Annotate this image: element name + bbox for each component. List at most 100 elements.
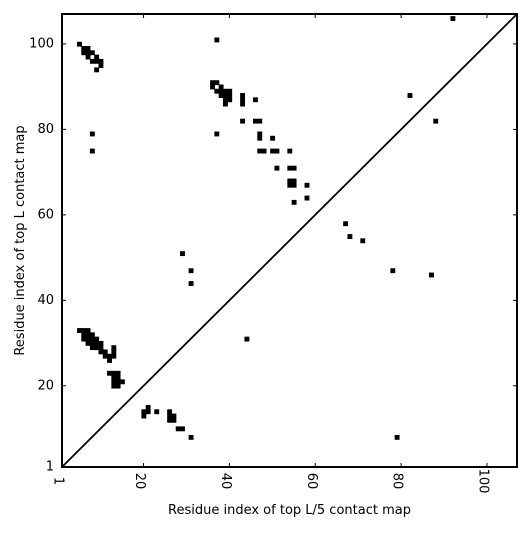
contact-point [77, 41, 82, 47]
contact-point [85, 332, 91, 338]
y-axis-label: Residue index of top L contact map [13, 125, 28, 355]
contact-point [291, 182, 297, 188]
contact-point [343, 221, 349, 227]
x-axis-label: Residue index of top L/5 contact map [168, 503, 411, 518]
contact-point [81, 336, 87, 342]
contact-point [180, 426, 185, 432]
contact-point [81, 328, 87, 333]
contact-point [450, 16, 456, 22]
contact-point [214, 88, 220, 94]
contact-point [218, 88, 224, 94]
contact-point [240, 101, 246, 107]
contact-point [111, 379, 117, 385]
contact-point [111, 345, 117, 351]
contact-point [167, 413, 173, 419]
contact-point [85, 54, 91, 60]
contact-point [291, 199, 297, 205]
x-tick-label: 1 [51, 477, 66, 485]
contact-point [94, 54, 100, 60]
contact-point [98, 340, 104, 346]
contact-point [304, 195, 310, 201]
contact-point [227, 93, 233, 98]
contact-point [240, 93, 246, 98]
x-tick-label: 20 [132, 473, 147, 490]
contact-point [210, 84, 215, 90]
y-tick-label: 60 [37, 207, 54, 222]
contact-point [257, 148, 263, 154]
contact-point [89, 58, 95, 64]
contact-point [218, 84, 224, 90]
contact-point [257, 135, 263, 141]
contact-point [98, 63, 104, 69]
contact-point [214, 131, 220, 137]
contact-point [115, 383, 121, 389]
diagonal-line [61, 13, 518, 468]
contact-point [111, 370, 117, 376]
x-tick-label: 100 [475, 469, 490, 494]
contact-point [115, 370, 121, 376]
contact-point [394, 434, 400, 440]
contact-point [188, 281, 194, 286]
contact-point [154, 409, 160, 415]
y-tick-label: 20 [37, 378, 54, 393]
contact-point [115, 375, 121, 380]
contact-point [433, 118, 439, 124]
contact-point [210, 80, 215, 86]
contact-point [171, 417, 177, 423]
contact-point [188, 434, 194, 440]
contact-point [107, 353, 112, 359]
y-tick-label: 40 [37, 293, 54, 308]
contact-point [94, 336, 100, 342]
contact-point [291, 165, 297, 171]
contact-point [274, 148, 280, 154]
contact-point [107, 370, 112, 376]
contact-point [287, 165, 293, 171]
contact-point [94, 58, 100, 64]
x-tick-label: 80 [390, 473, 405, 490]
contact-point [102, 349, 108, 355]
contact-point [141, 409, 147, 415]
contact-point [171, 413, 177, 419]
contact-point [145, 409, 151, 415]
contact-point [175, 426, 181, 432]
data-points-layer [77, 16, 456, 440]
contact-point [81, 332, 87, 338]
contact-point [227, 88, 233, 94]
contact-point [111, 375, 117, 380]
contact-point [253, 97, 258, 103]
contact-point [89, 345, 95, 351]
contact-point [89, 332, 95, 338]
contact-point [287, 182, 293, 188]
contact-point [287, 148, 293, 154]
contact-point [94, 67, 100, 73]
contact-point [98, 345, 104, 351]
contact-point [222, 97, 228, 103]
contact-point [261, 148, 267, 154]
contact-point [145, 405, 151, 410]
contact-point [141, 413, 147, 419]
contact-point [240, 118, 246, 124]
contact-point [115, 379, 121, 385]
contact-point [77, 328, 82, 333]
contact-point [85, 328, 91, 333]
contact-point [89, 50, 95, 56]
y-tick-label: 1 [46, 460, 54, 475]
contact-point [214, 80, 220, 86]
contact-point [107, 358, 112, 363]
contact-point [89, 148, 95, 154]
contact-point [407, 93, 413, 98]
contact-point [227, 97, 233, 103]
contact-point [81, 46, 87, 51]
contact-point [222, 101, 228, 107]
contact-point [167, 417, 173, 423]
contact-point [89, 131, 95, 137]
contact-point [257, 118, 263, 124]
contact-point [85, 50, 91, 56]
contact-point [222, 88, 228, 94]
contact-point [244, 336, 250, 342]
contact-point [347, 234, 353, 239]
contact-point [85, 336, 91, 342]
contact-point [89, 340, 95, 346]
